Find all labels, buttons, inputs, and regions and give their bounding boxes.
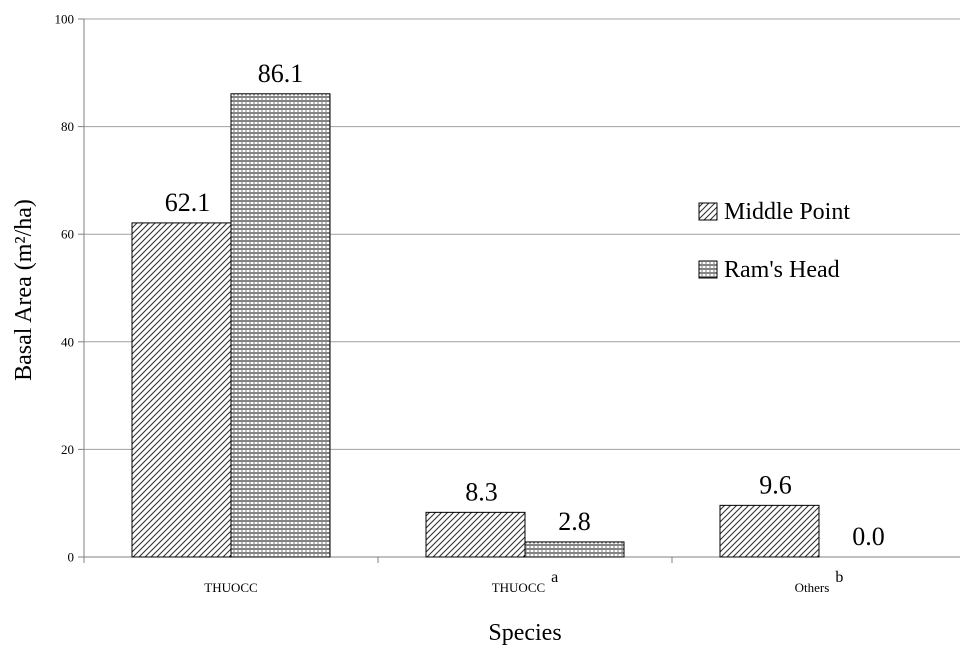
x-tick-superscript: a	[551, 569, 558, 586]
legend-swatch	[698, 260, 718, 279]
bar-middle-point	[425, 511, 526, 558]
x-tick-label: Othersb	[795, 569, 844, 595]
x-tick-label: THUOCC	[204, 580, 257, 595]
legend-swatch	[698, 202, 718, 221]
y-tick-label: 100	[55, 12, 75, 27]
data-label: 8.3	[465, 477, 498, 506]
legend: Middle Point Ram's Head	[698, 199, 850, 283]
data-label: 86.1	[258, 59, 304, 88]
y-tick-label: 0	[68, 550, 75, 565]
data-label: 0.0	[852, 522, 885, 551]
bar-rams-head	[524, 541, 625, 558]
x-tick-label: THUOCCa	[492, 569, 559, 595]
y-tick-label: 80	[61, 119, 74, 134]
bar-middle-point	[719, 504, 820, 558]
bar-middle-point	[131, 222, 232, 558]
legend-item: Middle Point	[698, 199, 850, 225]
y-axis-title: Basal Area (m²/ha)	[11, 199, 37, 381]
y-tick-label: 40	[61, 334, 74, 349]
data-labels: 62.1 86.1 8.3 2.8 9.6 0.0	[165, 59, 885, 551]
bars	[131, 93, 820, 558]
x-axis-title: Species	[488, 620, 561, 646]
data-label: 62.1	[165, 188, 211, 217]
y-tick-label: 60	[61, 227, 74, 242]
data-label: 2.8	[558, 507, 591, 536]
y-tick-label: 20	[61, 442, 74, 457]
tick-labels: 0 20 40 60 80 100 THUOCC THUOCCa Othersb	[55, 12, 844, 596]
legend-item: Ram's Head	[698, 257, 840, 283]
data-label: 9.6	[759, 470, 792, 499]
legend-label: Ram's Head	[724, 257, 840, 283]
bar-rams-head	[230, 93, 331, 558]
x-tick-superscript: b	[835, 569, 843, 586]
legend-label: Middle Point	[724, 199, 850, 225]
